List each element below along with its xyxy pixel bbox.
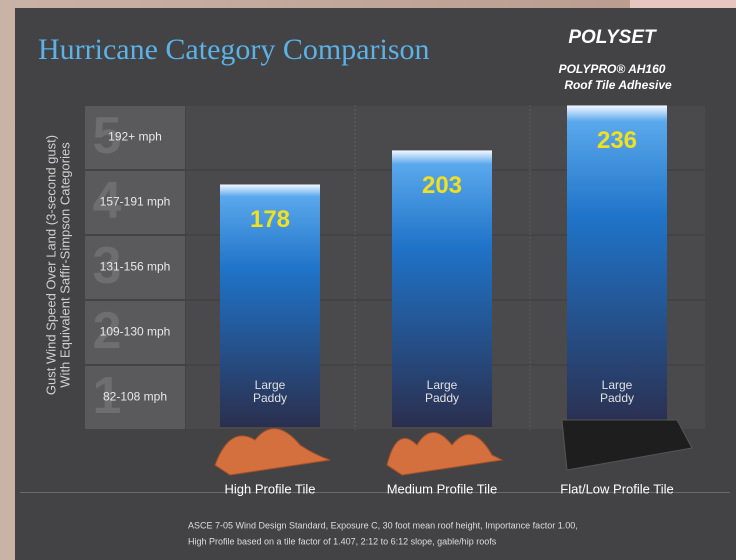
tile-icon xyxy=(386,432,504,476)
band-label: 109-130 mph xyxy=(100,325,171,339)
band-cell xyxy=(85,366,185,429)
bar-text: Paddy xyxy=(600,391,634,405)
x-tick-label: High Profile Tile xyxy=(224,481,315,496)
band-label: 192+ mph xyxy=(108,130,162,144)
tile-icon xyxy=(214,428,331,476)
band-cell xyxy=(85,106,185,169)
band-label: 157-191 mph xyxy=(100,195,171,209)
band-cell xyxy=(85,301,185,364)
x-tick-label: Medium Profile Tile xyxy=(387,481,498,496)
product-sub: Roof Tile Adhesive xyxy=(564,78,672,92)
bar-text: Large xyxy=(602,378,633,392)
separator xyxy=(20,492,730,493)
brand: POLYSET xyxy=(568,27,657,48)
chart-title: Hurricane Category Comparison xyxy=(38,33,430,66)
value-label: 236 xyxy=(597,127,637,154)
value-label: 203 xyxy=(422,172,462,199)
band-number: 3 xyxy=(93,237,122,295)
band-number: 2 xyxy=(93,302,122,360)
x-tick-label: Flat/Low Profile Tile xyxy=(560,481,673,496)
bar-text: Paddy xyxy=(253,391,287,405)
band-number: 4 xyxy=(93,172,122,230)
bar xyxy=(220,184,320,427)
band-number: 1 xyxy=(93,367,122,425)
band-label: 82-108 mph xyxy=(103,390,167,404)
bar-text: Paddy xyxy=(425,391,459,405)
band-number: 5 xyxy=(93,107,122,165)
product: POLYPRO® AH160 xyxy=(559,62,666,76)
bar xyxy=(392,150,492,427)
tile-icon xyxy=(561,419,693,471)
value-label: 178 xyxy=(250,206,290,233)
band-cell xyxy=(85,236,185,299)
band-label: 131-156 mph xyxy=(100,260,171,274)
y-axis-label: With Equivalent Saffir-Simpson Categorie… xyxy=(57,142,72,388)
bar-text: Large xyxy=(427,378,458,392)
bar-text: Large xyxy=(255,378,286,392)
bar xyxy=(567,105,667,427)
footnote: ASCE 7-05 Wind Design Standard, Exposure… xyxy=(188,520,578,530)
y-axis-label: Gust Wind Speed Over Land (3-second gust… xyxy=(43,135,58,395)
footnote: High Profile based on a tile factor of 1… xyxy=(188,536,497,546)
band-cell xyxy=(85,171,185,234)
